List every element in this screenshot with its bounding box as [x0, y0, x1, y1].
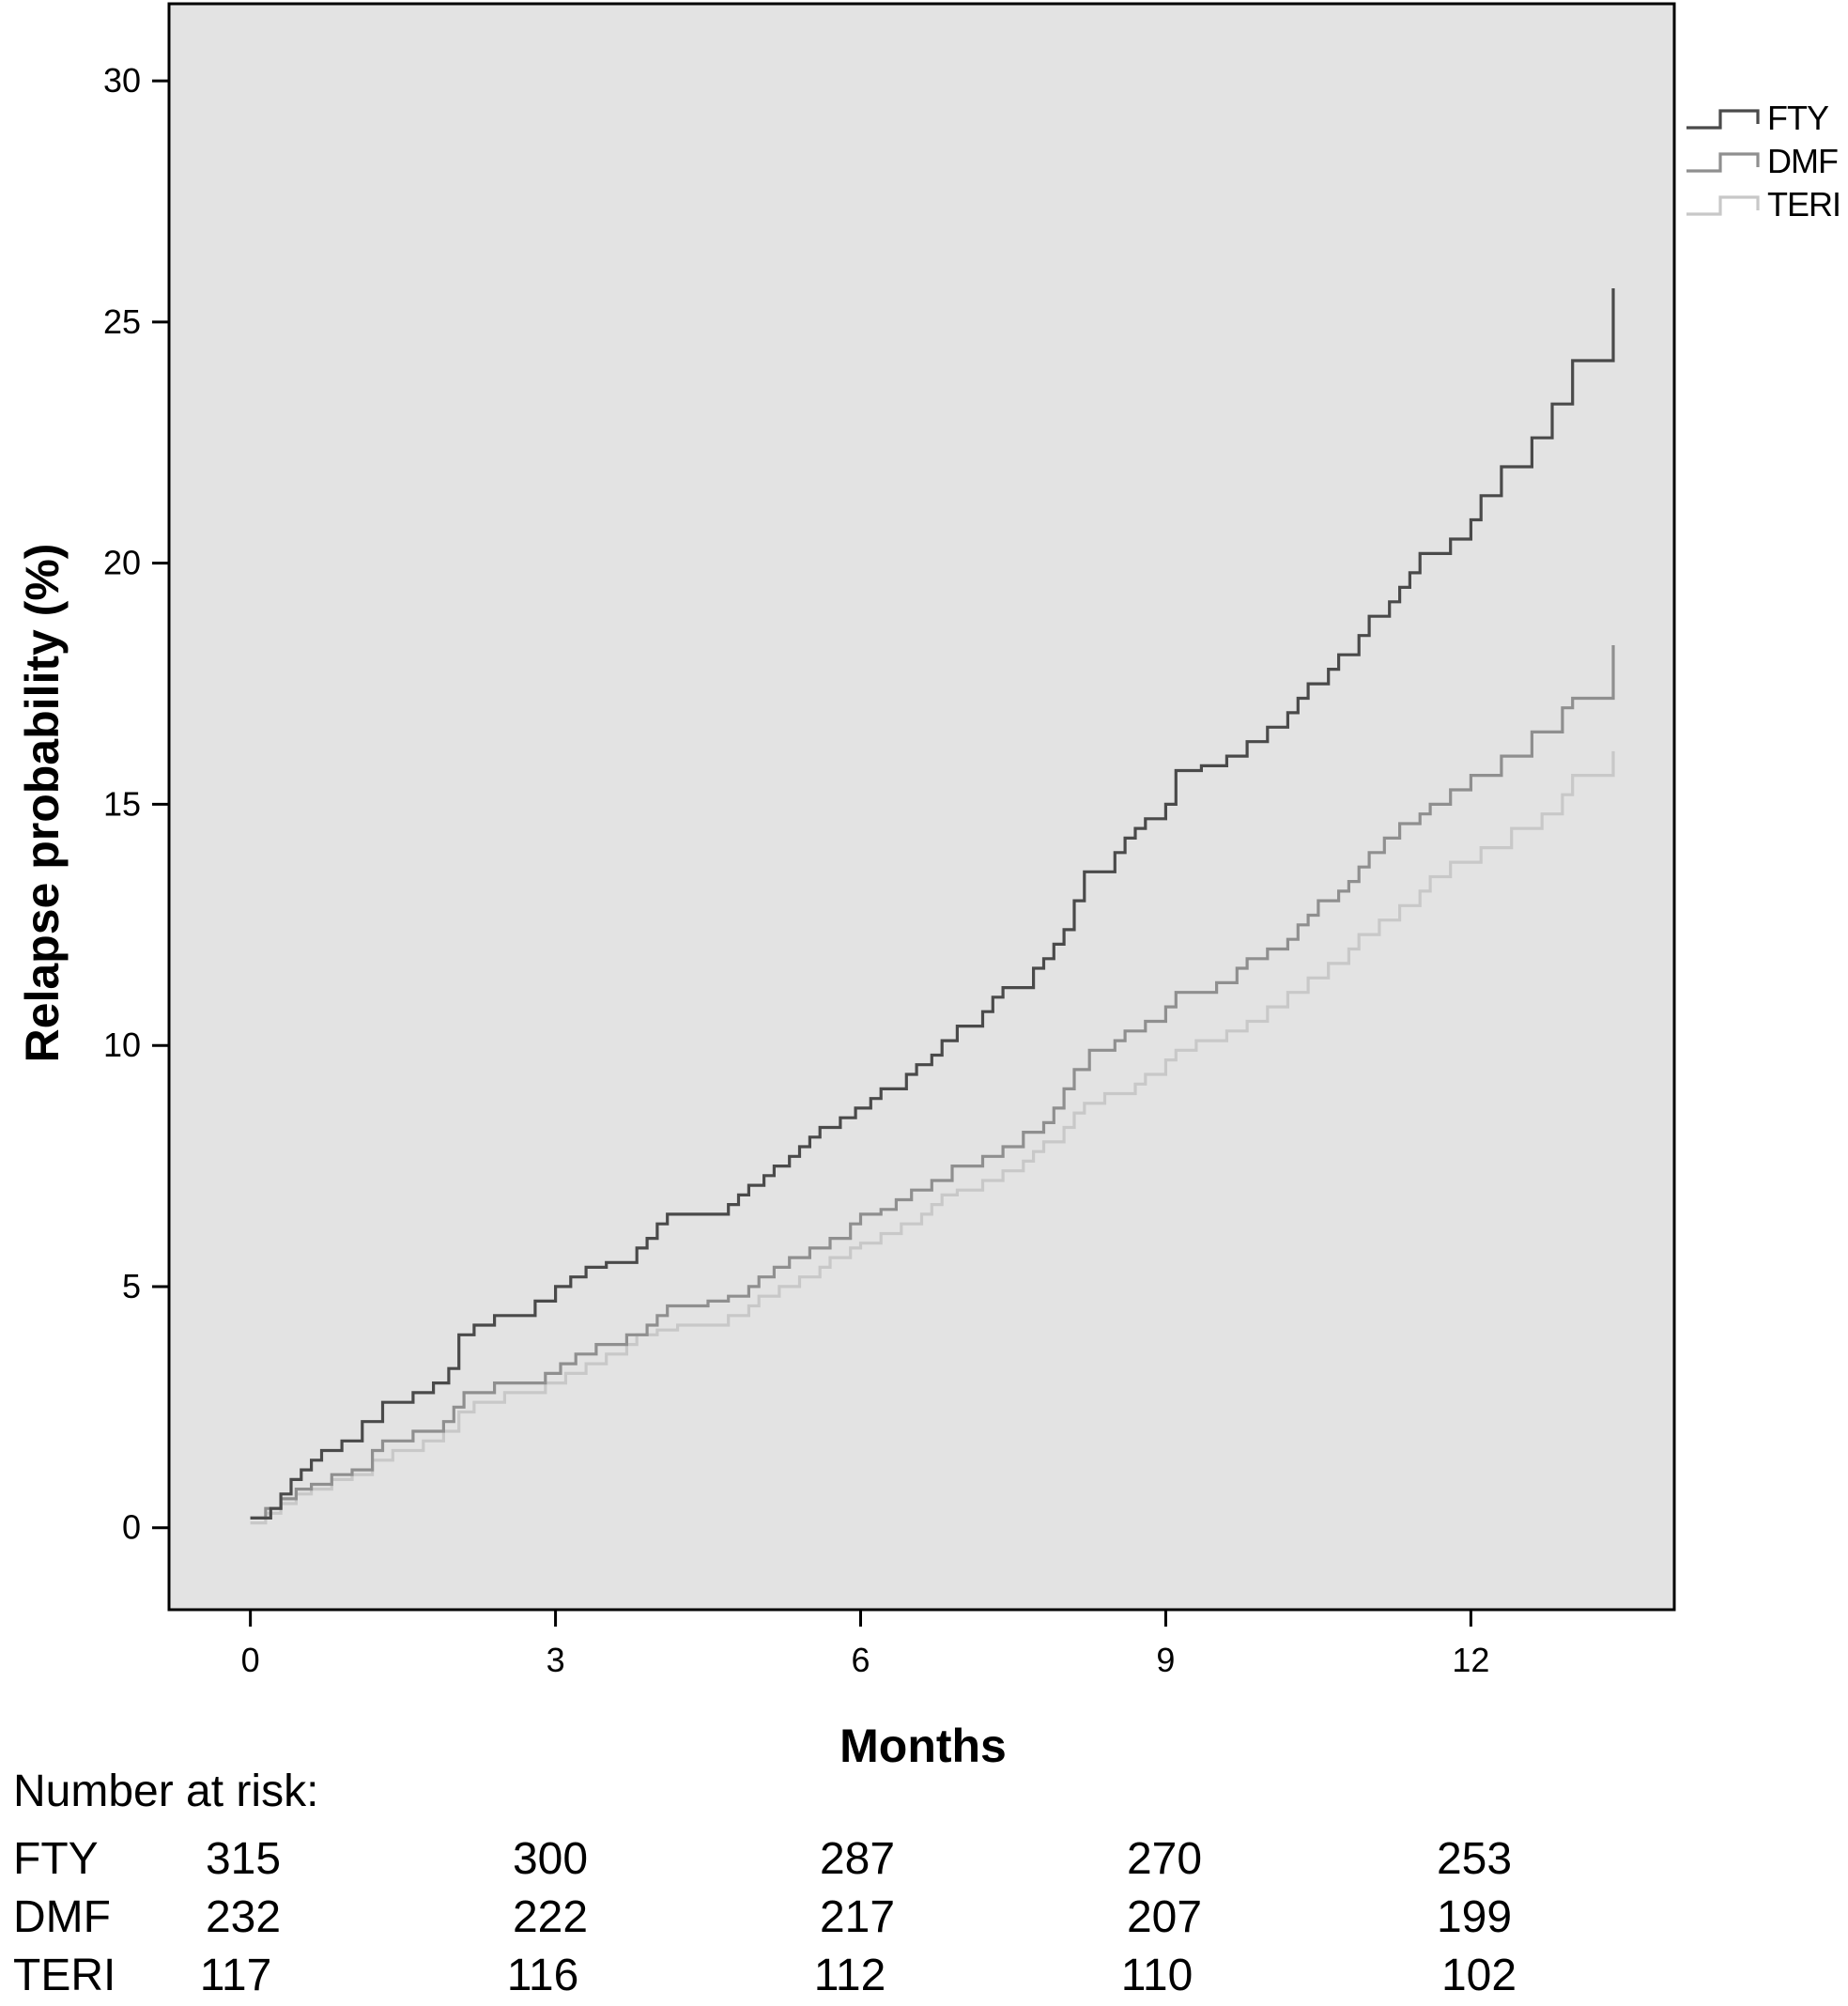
- km-chart: 0 5 10 15 20 25 30 0 3 6 9 12 FTY DMF TERI Relapse p…: [16, 2, 1841, 1766]
- risk-row-label: DMF: [13, 1892, 111, 1942]
- x-axis-title: Months: [839, 1720, 1007, 1766]
- legend-swatch-dmf: [1686, 152, 1760, 173]
- y-tick-label: 10: [103, 1026, 141, 1064]
- risk-value: 300: [512, 1834, 589, 1884]
- risk-value: 199: [1436, 1892, 1513, 1942]
- risk-value: 253: [1436, 1834, 1513, 1884]
- plot-area: [167, 2, 1676, 1612]
- legend-label-fty: FTY: [1767, 99, 1829, 137]
- series-teri-line: [250, 750, 1615, 1525]
- risk-row-dmf: DMF 232 222 217 207 199: [0, 1891, 1848, 1948]
- risk-row-label: TERI: [13, 1951, 116, 2000]
- risk-value: 287: [819, 1834, 896, 1884]
- y-tick-label: 20: [103, 544, 141, 582]
- x-tick-label: 3: [547, 1641, 565, 1679]
- y-tick-label: 0: [122, 1508, 141, 1547]
- x-axis: 0 3 6 9 12: [241, 1610, 1489, 1679]
- y-axis-title: Relapse probability (%): [16, 544, 69, 1063]
- risk-value: 270: [1126, 1834, 1203, 1884]
- risk-row-label: FTY: [13, 1834, 99, 1884]
- risk-value: 222: [512, 1892, 589, 1942]
- legend-label-teri: TERI: [1767, 185, 1840, 224]
- x-tick-label: 0: [241, 1641, 260, 1679]
- y-tick-label: 5: [122, 1267, 141, 1305]
- legend: FTY DMF TERI: [1686, 99, 1841, 224]
- series-fty-line: [250, 288, 1615, 1520]
- risk-value: 217: [819, 1892, 896, 1942]
- series-layer: [250, 288, 1615, 1525]
- series-dmf-line: [250, 645, 1615, 1520]
- legend-swatch-fty: [1686, 109, 1760, 130]
- legend-swatch-teri: [1686, 195, 1760, 216]
- risk-value: 315: [205, 1834, 282, 1884]
- risk-row-fty: FTY 315 300 287 270 253: [0, 1833, 1848, 1890]
- y-tick-label: 25: [103, 302, 141, 341]
- x-tick-label: 6: [851, 1641, 870, 1679]
- risk-value: 102: [1440, 1951, 1517, 2000]
- risk-value: 117: [199, 1951, 272, 2000]
- risk-value: 232: [205, 1892, 282, 1942]
- y-tick-label: 30: [103, 61, 141, 100]
- risk-value: 116: [506, 1951, 579, 2000]
- x-tick-label: 9: [1156, 1641, 1175, 1679]
- risk-value: 112: [813, 1951, 886, 2000]
- risk-row-teri: TERI 117 116 112 110 102: [0, 1950, 1848, 2006]
- y-tick-label: 15: [103, 784, 141, 823]
- number-at-risk-table: Number at risk: FTY 315 300 287 270 253 …: [0, 1766, 1848, 2000]
- x-tick-label: 12: [1452, 1641, 1489, 1679]
- legend-label-dmf: DMF: [1767, 142, 1838, 180]
- risk-table-title: Number at risk:: [13, 1767, 319, 1816]
- risk-value: 110: [1120, 1951, 1194, 2000]
- y-axis: 0 5 10 15 20 25 30: [103, 61, 169, 1547]
- risk-value: 207: [1126, 1892, 1203, 1942]
